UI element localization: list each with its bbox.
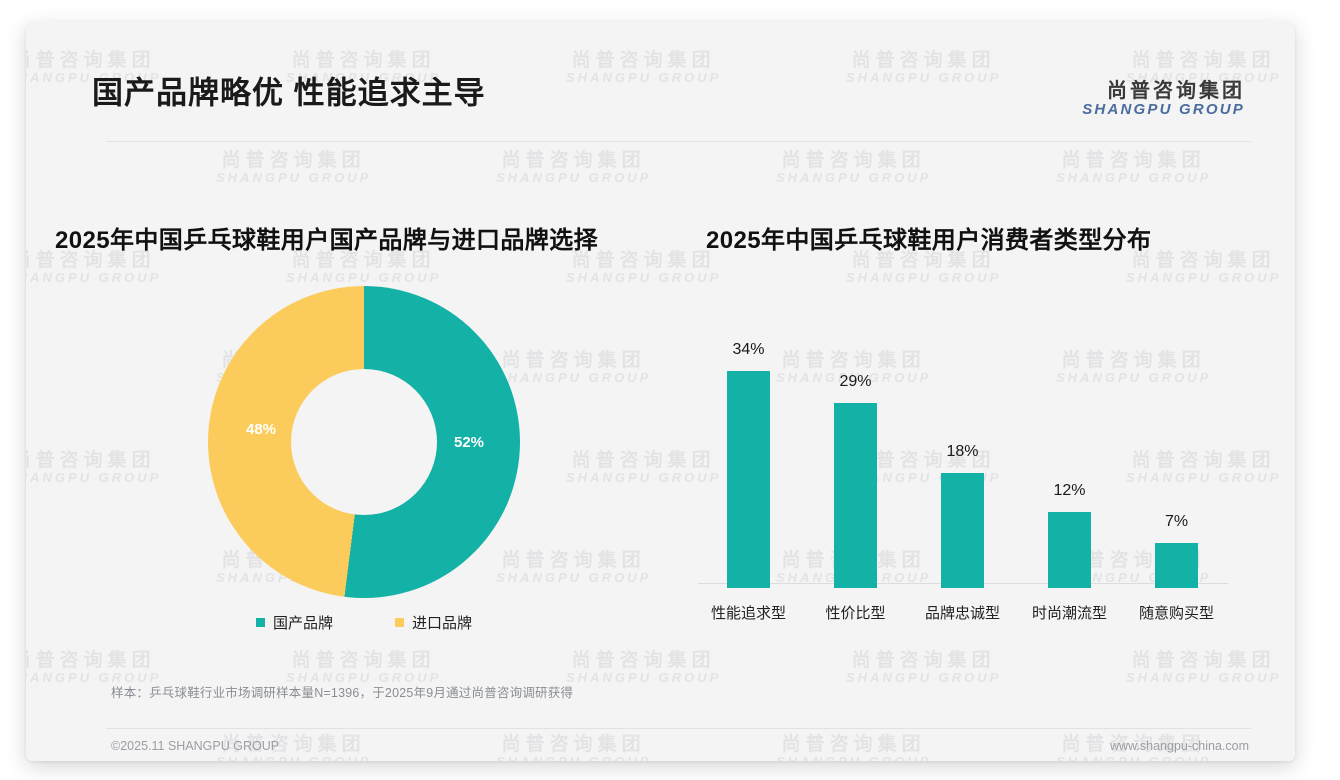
bar-category-label: 随意购买型: [1138, 605, 1214, 622]
right-chart-title: 2025年中国乒乓球鞋用户消费者类型分布: [706, 227, 1152, 254]
bar-value-label: 29%: [839, 373, 872, 391]
donut-hole: [291, 369, 437, 515]
logo-text-en: SHANGPU GROUP: [1082, 101, 1245, 119]
bar-category-label: 性能追求型: [710, 605, 786, 622]
logo-text-cn: 尚普咨询集团: [1107, 80, 1245, 102]
bar-value-label: 12%: [1053, 481, 1086, 499]
donut-slice-label-domestic: 52%: [454, 434, 485, 451]
bar-group: 7% 随意购买型: [1126, 513, 1227, 622]
bar-category-label: 品牌忠诚型: [924, 605, 1000, 622]
footer-copyright: ©2025.11 SHANGPU GROUP: [111, 739, 280, 753]
donut-chart: 52% 48%: [208, 286, 520, 598]
bar-chart: 34% 性能追求型 29% 性价比型 18% 品牌忠诚型 12% 时尚潮流型 7% 随意购买型: [698, 294, 1238, 622]
bar-value-label: 18%: [946, 443, 979, 461]
left-chart-title: 2025年中国乒乓球鞋用户国产品牌与进口品牌选择: [55, 227, 598, 254]
slide-header: 国产品牌略优 性能追求主导 尚普咨询集团 SHANGPU GROUP: [26, 22, 1295, 144]
bar-group: 12% 时尚潮流型: [1019, 482, 1120, 623]
legend-label-domestic: 国产品牌: [272, 615, 333, 632]
legend-label-imported: 进口品牌: [412, 615, 473, 632]
footer-divider: [106, 728, 1251, 729]
bar[interactable]: [1155, 543, 1198, 588]
donut-legend: 国产品牌 进口品牌: [208, 612, 520, 633]
bar[interactable]: [941, 473, 984, 588]
slide-footer: ©2025.11 SHANGPU GROUP www.shangpu-china…: [26, 729, 1295, 761]
header-divider: [106, 141, 1251, 142]
source-footnote: 样本：乒乓球鞋行业市场调研样本量N=1396，于2025年9月通过尚普咨询调研获…: [111, 686, 574, 700]
legend-swatch-teal: [255, 618, 265, 627]
legend-item-imported[interactable]: 进口品牌: [395, 612, 472, 633]
bar-value-label: 7%: [1164, 513, 1189, 531]
footer-url[interactable]: www.shangpu-china.com: [1110, 739, 1249, 753]
legend-item-domestic[interactable]: 国产品牌: [255, 612, 333, 633]
bar-group: 29% 性价比型: [805, 373, 906, 622]
legend-swatch-yellow: [395, 618, 404, 627]
bar-category-label: 性价比型: [825, 605, 886, 622]
bar[interactable]: [834, 403, 877, 588]
company-logo: 尚普咨询集团 SHANGPU GROUP: [1082, 80, 1245, 119]
donut-slice-label-imported: 48%: [246, 421, 277, 438]
bar-value-label: 34%: [732, 341, 765, 359]
bar-group: 18% 品牌忠诚型: [912, 443, 1013, 622]
bar-category-label: 时尚潮流型: [1031, 605, 1107, 622]
bar-group: 34% 性能追求型: [698, 341, 799, 622]
bar[interactable]: [727, 371, 770, 588]
slide-content: 2025年中国乒乓球鞋用户国产品牌与进口品牌选择 52% 48% 国产品牌 进口…: [26, 144, 1295, 674]
bar[interactable]: [1048, 511, 1091, 588]
page-title: 国产品牌略优 性能追求主导: [92, 75, 486, 111]
